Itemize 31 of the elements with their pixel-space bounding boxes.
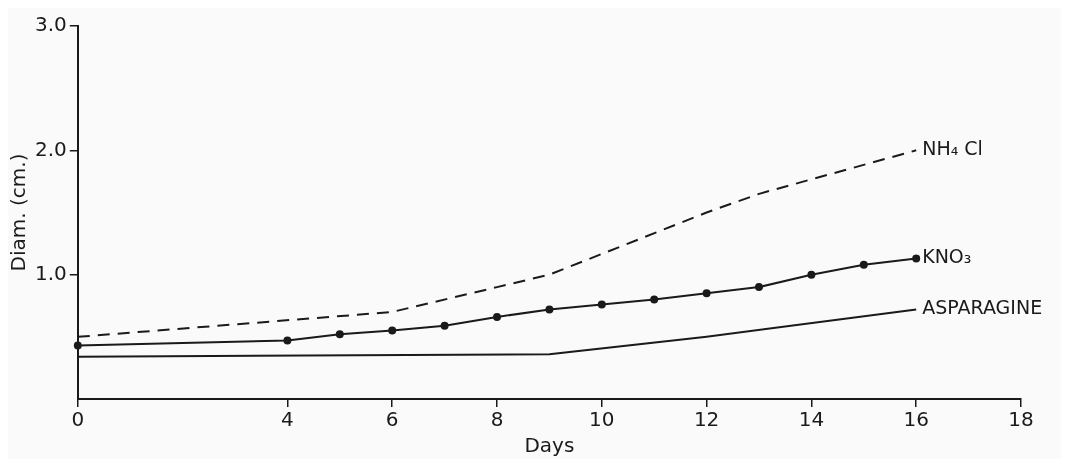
x-tick-label: 0: [71, 407, 85, 432]
series-label: ASPARAGINE: [922, 296, 1043, 319]
y-tick-label: 3.0: [34, 12, 67, 37]
y-axis-title: Diam. (cm.): [6, 153, 31, 272]
point: [702, 289, 711, 298]
x-tick-label: 18: [1008, 407, 1034, 432]
x-tick-label: 6: [385, 407, 399, 432]
y-tick-label: 2.0: [34, 136, 67, 161]
point: [650, 295, 659, 304]
point: [440, 321, 449, 330]
point: [912, 254, 921, 263]
x-tick-label: 4: [281, 407, 294, 432]
point: [73, 341, 82, 350]
point: [388, 326, 397, 335]
series-label: NH₄ Cl: [922, 137, 983, 160]
point: [597, 300, 606, 309]
x-tick-label: 16: [903, 407, 929, 432]
point: [493, 312, 501, 321]
y-tick-label: 1.0: [34, 260, 67, 285]
x-axis-title: Days: [524, 433, 575, 458]
point: [335, 330, 344, 339]
point: [755, 283, 763, 292]
point: [545, 305, 554, 314]
point: [283, 336, 292, 345]
series-label: KNO₃: [922, 245, 972, 268]
x-tick-label: 14: [798, 407, 825, 432]
x-tick-label: 8: [490, 407, 504, 432]
x-tick-label: 10: [589, 407, 615, 432]
point: [807, 270, 816, 279]
x-tick-label: 12: [693, 407, 720, 432]
point: [859, 260, 868, 269]
